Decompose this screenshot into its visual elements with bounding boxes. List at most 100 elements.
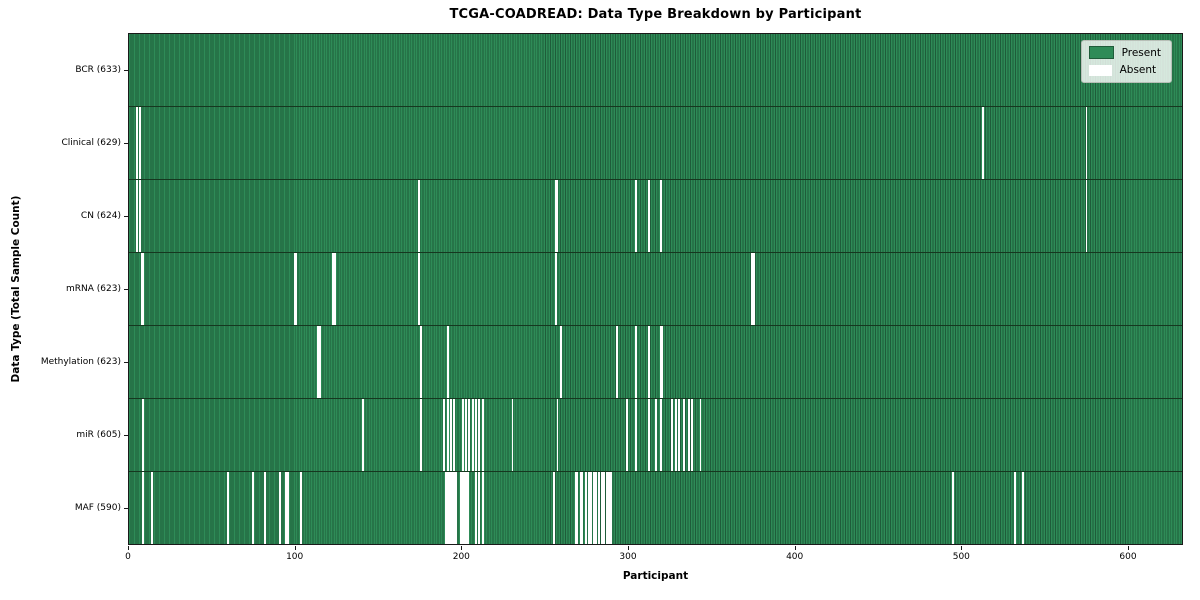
- x-tick-mark: [128, 546, 129, 550]
- absent-stripe: [443, 399, 446, 471]
- absent-stripe: [361, 399, 364, 471]
- absent-stripe: [1022, 472, 1025, 544]
- absent-stripe: [609, 472, 612, 544]
- absent-stripe: [603, 472, 605, 544]
- absent-stripe: [589, 472, 592, 544]
- absent-stripe: [463, 472, 466, 544]
- absent-stripe: [661, 326, 664, 398]
- absent-stripe: [1013, 472, 1016, 544]
- y-axis-tick-labels: BCR (633) Clinical (629) CN (624) mRNA (623…: [0, 33, 121, 545]
- absent-stripe: [465, 472, 467, 544]
- absent-stripe: [252, 472, 254, 544]
- absent-stripe: [451, 472, 454, 544]
- absent-stripe: [608, 472, 610, 544]
- absent-stripe: [648, 399, 650, 471]
- y-tick-mark: [124, 289, 128, 290]
- y-tick-mark: [124, 69, 128, 71]
- absent-stripe: [659, 326, 662, 398]
- absent-stripe: [140, 253, 143, 325]
- absent-stripe: [465, 399, 467, 471]
- absent-stripe: [588, 472, 591, 544]
- absent-stripe: [450, 399, 452, 471]
- present-swatch: [1088, 46, 1114, 59]
- absent-stripe: [450, 472, 452, 544]
- absent-stripe: [691, 399, 694, 471]
- row-bcr: [129, 34, 1182, 106]
- absent-stripe: [659, 399, 662, 471]
- absent-stripe: [982, 107, 985, 179]
- x-tick-mark: [461, 546, 463, 550]
- absent-stripe: [598, 472, 600, 544]
- absent-stripe: [579, 472, 582, 544]
- absent-stripe: [227, 472, 230, 544]
- x-tick-label: 500: [952, 552, 970, 562]
- absent-stripe: [461, 399, 464, 471]
- absent-stripe: [574, 472, 577, 544]
- x-tick-label: 600: [1119, 552, 1137, 562]
- absent-stripe: [606, 472, 609, 544]
- y-tick-mark: [124, 435, 128, 437]
- y-tick-mark: [124, 508, 128, 510]
- absent-stripe: [584, 472, 587, 544]
- absent-stripe: [420, 326, 422, 398]
- absent-stripe: [461, 472, 464, 544]
- absent-stripe: [556, 399, 559, 471]
- absent-stripe: [150, 472, 153, 544]
- row-mir: [129, 398, 1182, 471]
- legend: Present Absent: [1080, 40, 1172, 83]
- absent-stripe: [648, 326, 650, 398]
- absent-stripe: [420, 399, 422, 471]
- absent-stripe: [287, 472, 289, 544]
- y-tick-label-maf: MAF (590): [74, 503, 121, 514]
- absent-stripe: [316, 326, 319, 398]
- absent-stripe: [554, 253, 557, 325]
- absent-stripe: [135, 180, 138, 252]
- absent-stripe: [626, 399, 629, 471]
- absent-stripe: [333, 253, 336, 325]
- absent-stripe: [601, 472, 604, 544]
- absent-stripe: [556, 180, 559, 252]
- absent-stripe: [453, 472, 456, 544]
- absent-stripe: [331, 253, 334, 325]
- absent-stripe: [142, 253, 145, 325]
- y-tick-label-mir: miR (605): [76, 430, 121, 441]
- absent-stripe: [263, 472, 266, 544]
- absent-stripe: [446, 326, 449, 398]
- absent-stripe: [475, 399, 477, 471]
- absent-stripe: [699, 399, 702, 471]
- legend-item-absent: Absent: [1088, 64, 1161, 76]
- absent-stripe: [634, 399, 637, 471]
- absent-stripe: [295, 253, 298, 325]
- x-tick-label: 100: [286, 552, 304, 562]
- x-tick-mark: [294, 546, 296, 550]
- absent-stripe: [511, 399, 514, 471]
- absent-stripe: [142, 472, 145, 544]
- absent-stripe: [446, 472, 449, 544]
- absent-stripe: [471, 399, 474, 471]
- row-cn: [129, 179, 1182, 252]
- plot-area: Present Absent: [128, 33, 1183, 545]
- absent-stripe: [751, 253, 754, 325]
- absent-stripe: [418, 180, 421, 252]
- absent-stripe: [1085, 180, 1088, 252]
- x-tick-mark: [628, 546, 629, 550]
- x-tick-mark: [1128, 546, 1129, 550]
- x-tick-label: 200: [452, 552, 470, 562]
- absent-stripe: [593, 472, 595, 544]
- absent-stripe: [616, 326, 619, 398]
- absent-stripe: [285, 472, 288, 544]
- absent-stripe: [453, 399, 456, 471]
- absent-stripe: [581, 472, 584, 544]
- absent-stripe: [674, 399, 677, 471]
- absent-stripe: [455, 472, 457, 544]
- absent-stripe: [293, 253, 296, 325]
- absent-stripe: [142, 399, 145, 471]
- absent-stripe: [481, 472, 484, 544]
- row-methylation: [129, 325, 1182, 398]
- chart-title: TCGA-COADREAD: Data Type Breakdown by Pa…: [449, 7, 862, 22]
- y-tick-mark: [124, 215, 128, 217]
- absent-stripe: [559, 326, 562, 398]
- absent-stripe: [478, 399, 481, 471]
- absent-stripe: [634, 326, 637, 398]
- row-maf: [129, 471, 1182, 544]
